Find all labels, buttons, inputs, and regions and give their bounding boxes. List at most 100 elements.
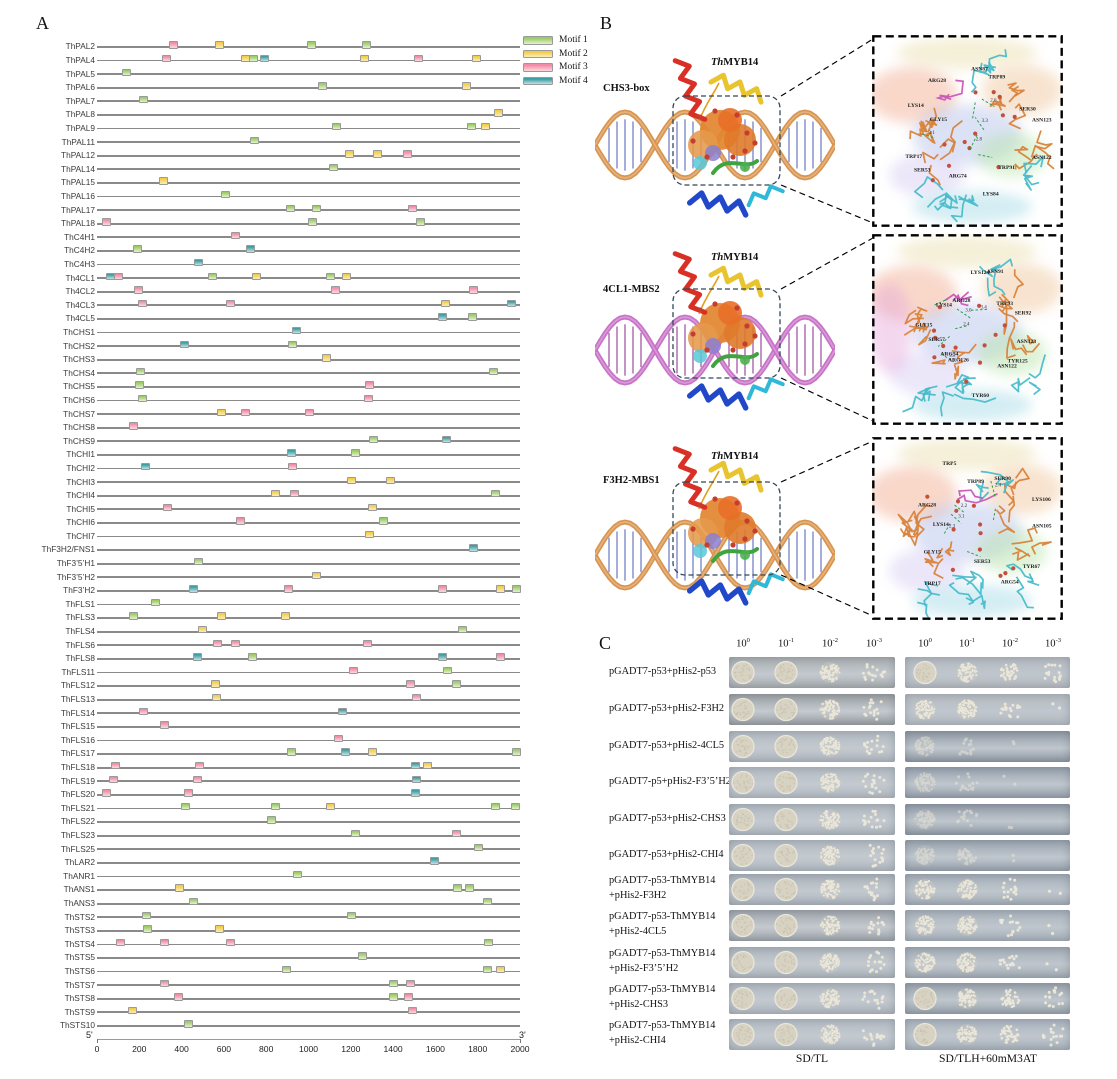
colony-spot <box>731 770 755 795</box>
colony-spot <box>956 809 979 827</box>
axis-tick-label: 1400 <box>383 1044 403 1054</box>
motif-box-3 <box>184 789 194 797</box>
gene-line <box>97 589 520 592</box>
motif-box-3 <box>159 938 169 947</box>
assay-row-label: +pHis2-CHI4 <box>609 1034 666 1046</box>
motif-box-2 <box>344 150 354 158</box>
colony-spot <box>913 660 937 685</box>
legend-swatch-motif-3 <box>523 63 553 72</box>
colony-spot <box>774 950 798 975</box>
gene-line <box>97 766 520 769</box>
colony-spots <box>731 770 886 795</box>
colony-spot <box>954 772 979 792</box>
motif-box-2 <box>210 680 220 688</box>
motif-box-2 <box>462 82 472 90</box>
gene-line <box>97 739 520 742</box>
gene-line <box>97 834 520 837</box>
gene-line <box>97 889 520 891</box>
motif-box-1 <box>346 911 356 919</box>
zoom-region-box <box>672 95 781 186</box>
gene-line <box>97 861 520 864</box>
motif-box-1 <box>312 204 322 212</box>
gene-line <box>97 576 520 579</box>
motif-box-2 <box>364 530 374 539</box>
colony-spot <box>774 697 798 722</box>
motif-box-1 <box>194 558 204 566</box>
motif-box-2 <box>480 122 490 131</box>
plate-selective <box>905 767 1070 798</box>
colony-spot <box>1007 825 1014 830</box>
colony-spot <box>861 663 887 682</box>
motif-box-1 <box>133 245 143 253</box>
gene-line <box>97 970 520 973</box>
gene-label: ThFLS1 <box>65 598 95 609</box>
gene-line <box>97 426 520 429</box>
colony-spot <box>1043 663 1062 684</box>
gene-label: ThCHS5 <box>63 381 95 392</box>
motif-box-1 <box>286 748 296 756</box>
axis-tick-label: 1600 <box>425 1044 445 1054</box>
motif-box-1 <box>490 802 500 811</box>
motif-box-1 <box>512 585 522 593</box>
motif-box-2 <box>367 748 377 756</box>
motif-box-2 <box>496 965 506 974</box>
motif-box-3 <box>173 993 183 1001</box>
axis-tick-label: 1200 <box>341 1044 361 1054</box>
motif-box-3 <box>161 54 171 63</box>
bond-distance-label: 2.6 <box>990 98 997 103</box>
motif-box-2 <box>214 925 224 933</box>
motif-box-3 <box>408 204 418 212</box>
colony-spot <box>731 697 755 722</box>
motif-box-4 <box>411 775 421 784</box>
protein-ribbon <box>672 251 785 411</box>
motif-box-1 <box>181 802 191 811</box>
residue-label: LYS84 <box>983 192 999 198</box>
motif-box-3 <box>102 218 112 226</box>
gene-line <box>97 753 520 755</box>
gene-line <box>97 467 520 470</box>
structure-name-label: 4CL1-MBS2 <box>603 284 660 295</box>
residue-label: TRP17 <box>924 581 941 587</box>
motif-box-3 <box>348 666 358 675</box>
gene-label: ThFLS25 <box>60 843 95 854</box>
colony-spots <box>914 877 1062 901</box>
gene-label: ThFLS15 <box>60 721 95 732</box>
gene-line <box>97 1025 520 1027</box>
gene-line <box>97 440 520 443</box>
motif-box-4 <box>340 748 350 756</box>
colony-spot <box>861 772 886 795</box>
motif-box-1 <box>389 993 399 1001</box>
assay-row-label: pGADT7-p53+pHis2-CHI4 <box>609 848 724 860</box>
assay-row-label: pGADT7-p53-ThMYB14 <box>609 984 716 995</box>
gene-label: ThF3’5’H2 <box>56 571 95 582</box>
colony-spot <box>957 845 978 866</box>
gene-line <box>97 372 520 375</box>
colony-spots <box>731 843 885 868</box>
colony-spots <box>914 809 1014 830</box>
plate-caption-sdtl: SD/TL <box>795 1052 829 1065</box>
gene-label: ThC4H3 <box>64 258 95 269</box>
colony-spot <box>1041 1023 1065 1047</box>
colony-spot <box>819 809 841 830</box>
motif-box-3 <box>213 639 223 648</box>
colony-spot <box>1011 740 1016 746</box>
plate-sdtl <box>729 804 895 835</box>
motif-box-1 <box>350 449 360 457</box>
motif-box-3 <box>159 979 169 987</box>
gene-label: ThFLS4 <box>65 626 95 637</box>
gene-line <box>97 331 520 334</box>
assay-row-label: pGADT7-p53-ThMYB14 <box>609 948 716 959</box>
gene-label: ThCHI3 <box>66 476 95 487</box>
gene-line <box>97 168 520 171</box>
gene-line <box>97 399 520 402</box>
colony-spots <box>731 877 879 902</box>
structure-f3h2-mbs1: F3H2-MBS1 ThMYB14 <box>595 446 835 606</box>
gene-line <box>97 984 520 987</box>
residue-label: TYR67 <box>1023 564 1041 570</box>
colony-spot <box>867 916 886 936</box>
colony-spot <box>956 879 978 900</box>
axis-3prime-label: 3' <box>519 1030 526 1040</box>
gene-label: ThSTS8 <box>64 993 95 1004</box>
gene-line <box>97 290 520 293</box>
